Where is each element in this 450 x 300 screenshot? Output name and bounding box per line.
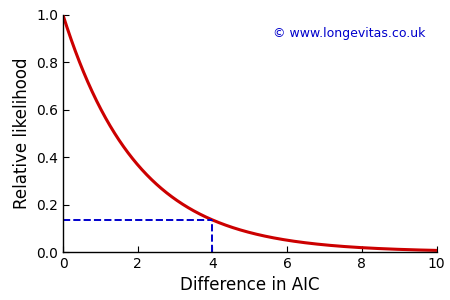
Text: © www.longevitas.co.uk: © www.longevitas.co.uk — [273, 27, 425, 40]
X-axis label: Difference in AIC: Difference in AIC — [180, 276, 320, 294]
Y-axis label: Relative likelihood: Relative likelihood — [13, 58, 31, 209]
